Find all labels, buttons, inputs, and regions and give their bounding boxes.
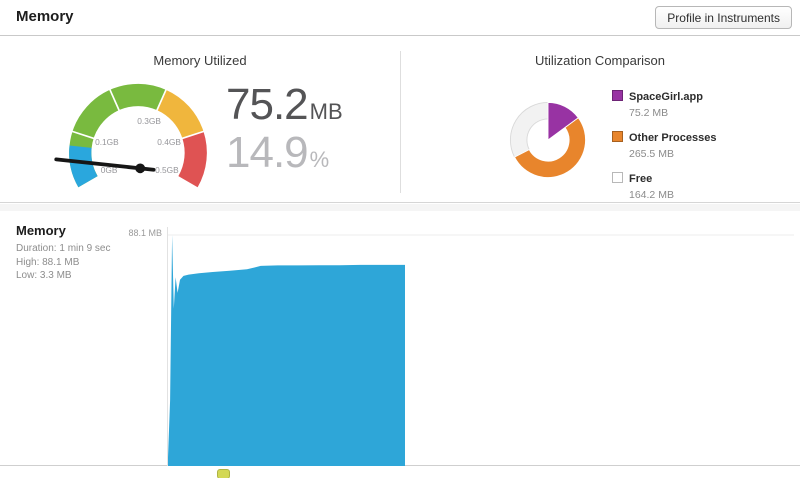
graph-high: High: 88.1 MB bbox=[16, 257, 80, 268]
profile-in-instruments-button[interactable]: Profile in Instruments bbox=[655, 6, 792, 29]
memory-value: 75.2 bbox=[226, 80, 309, 129]
page-title: Memory bbox=[16, 8, 74, 25]
memory-gauge-chart: 0GB 0.1GB 0.3GB 0.4GB 0.5GB bbox=[54, 83, 207, 188]
legend-value: 75.2 MB bbox=[629, 107, 669, 119]
memory-utilized-title: Memory Utilized bbox=[153, 53, 247, 68]
gauges-section: Memory Utilized Utilization Comparison 0… bbox=[0, 37, 800, 203]
legend-value: 265.5 MB bbox=[629, 148, 674, 160]
y-axis-max-label: 88.1 MB bbox=[128, 228, 162, 238]
donut-slice-other bbox=[513, 117, 587, 178]
legend-label: Other Processes bbox=[629, 132, 717, 144]
memory-value-readout: 75.2MB 14.9% bbox=[226, 81, 343, 176]
gauge-tick-label: 0GB bbox=[101, 165, 118, 175]
memory-area-chart bbox=[167, 227, 794, 466]
legend-item-free: Free 164.2 MB bbox=[612, 169, 716, 201]
gauge-arc-yellow bbox=[156, 89, 204, 139]
legend-label: SpaceGirl.app bbox=[629, 91, 703, 103]
panel-divider bbox=[400, 51, 401, 193]
legend-swatch bbox=[612, 90, 623, 101]
legend-value: 164.2 MB bbox=[629, 189, 674, 201]
gauge-arc-red bbox=[178, 131, 207, 188]
section-gap bbox=[0, 204, 800, 211]
gauge-tick-mark bbox=[108, 88, 121, 112]
legend-swatch bbox=[612, 172, 623, 183]
donut-legend: SpaceGirl.app 75.2 MB Other Processes 26… bbox=[612, 87, 716, 210]
graph-low: Low: 3.3 MB bbox=[16, 270, 72, 281]
gauge-usage-arc bbox=[69, 145, 98, 188]
legend-label: Free bbox=[629, 173, 653, 185]
donut-slice-free bbox=[509, 101, 549, 158]
partial-toolbar-icon bbox=[217, 469, 230, 478]
gauge-tick-label: 0.1GB bbox=[95, 137, 119, 147]
utilization-comparison-title: Utilization Comparison bbox=[534, 53, 666, 68]
gauge-tick-label: 0.5GB bbox=[155, 165, 179, 175]
header-bar: Memory Profile in Instruments bbox=[0, 0, 800, 36]
memory-value-line: 75.2MB bbox=[226, 81, 343, 129]
memory-percent-unit: % bbox=[309, 146, 330, 172]
gauge-tick-mark bbox=[155, 88, 168, 112]
donut-slice-app bbox=[547, 101, 579, 141]
gauge-tick-mark bbox=[181, 130, 205, 140]
gauge-tick-label: 0.4GB bbox=[157, 137, 181, 147]
gauge-needle-pivot bbox=[135, 163, 146, 174]
gauge-tick-label: 0.3GB bbox=[137, 116, 161, 126]
graph-duration: Duration: 1 min 9 sec bbox=[16, 243, 111, 254]
bottom-strip bbox=[0, 467, 800, 478]
legend-swatch bbox=[612, 131, 623, 142]
legend-item-app: SpaceGirl.app 75.2 MB bbox=[612, 87, 716, 119]
utilization-donut-chart bbox=[509, 101, 587, 178]
memory-percent-line: 14.9% bbox=[226, 127, 343, 177]
memory-area-fill bbox=[168, 235, 405, 466]
graph-title: Memory bbox=[16, 223, 66, 238]
memory-value-unit: MB bbox=[309, 99, 343, 124]
gauge-tick-mark bbox=[71, 130, 95, 140]
memory-percent: 14.9 bbox=[226, 127, 309, 177]
memory-graph-section: Memory Duration: 1 min 9 sec High: 88.1 … bbox=[0, 211, 800, 466]
legend-item-other: Other Processes 265.5 MB bbox=[612, 128, 716, 160]
